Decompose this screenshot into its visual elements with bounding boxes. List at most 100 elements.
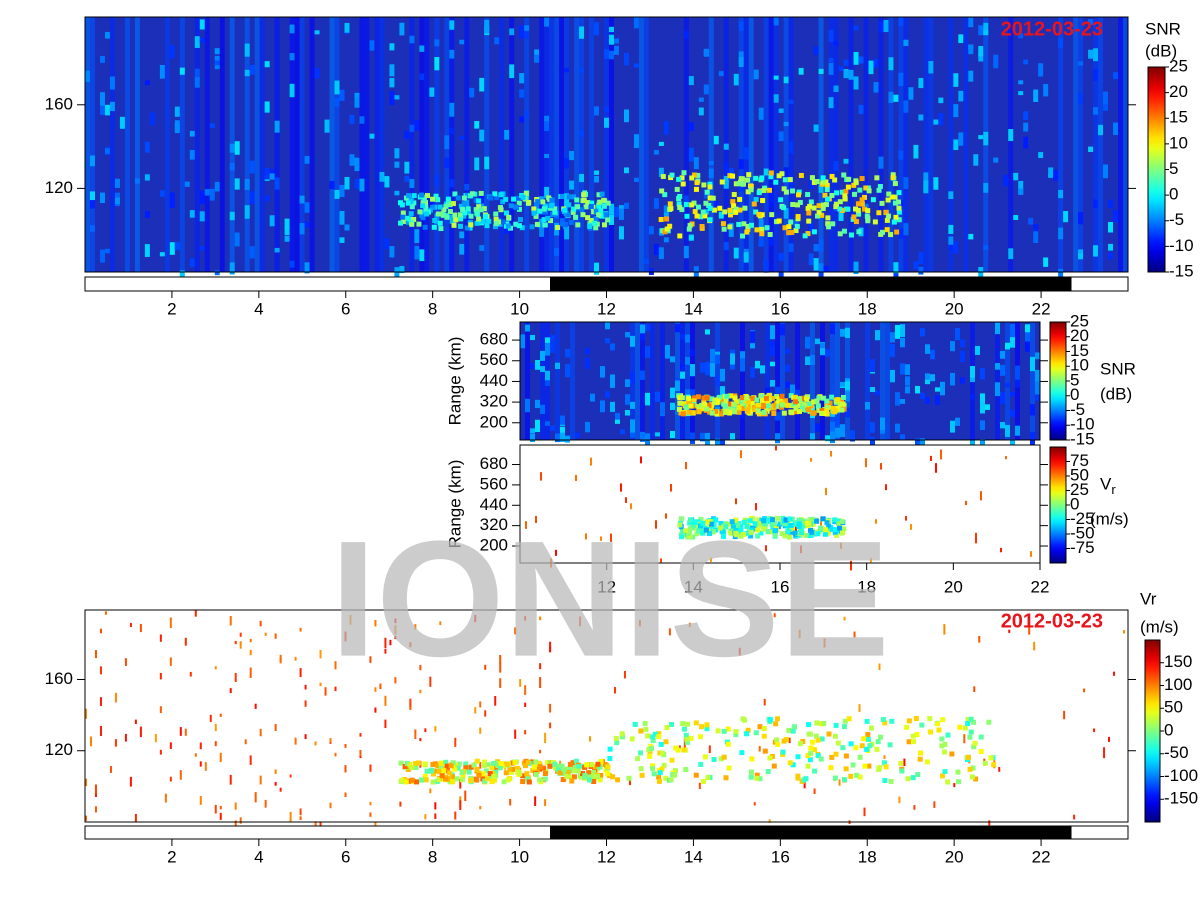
texture bbox=[736, 181, 742, 187]
texture bbox=[179, 727, 182, 736]
texture bbox=[767, 755, 773, 761]
texture bbox=[697, 734, 703, 740]
texture bbox=[800, 545, 802, 554]
texture bbox=[557, 770, 563, 776]
colorbar-tick-label: 100 bbox=[1164, 675, 1192, 694]
texture bbox=[524, 32, 530, 39]
texture bbox=[444, 763, 450, 769]
texture bbox=[398, 220, 404, 226]
texture bbox=[89, 17, 95, 272]
texture bbox=[645, 733, 651, 739]
y-axis-label: Range (km) bbox=[445, 460, 464, 549]
texture bbox=[758, 107, 764, 120]
texture bbox=[540, 472, 542, 481]
texture bbox=[459, 769, 465, 775]
texture bbox=[781, 186, 787, 192]
texture bbox=[892, 181, 898, 187]
texture bbox=[179, 270, 185, 281]
texture bbox=[531, 206, 537, 212]
texture bbox=[796, 524, 802, 530]
texture bbox=[549, 17, 555, 272]
texture bbox=[598, 772, 604, 778]
texture bbox=[259, 620, 262, 627]
texture bbox=[1035, 352, 1040, 360]
texture bbox=[688, 76, 694, 86]
texture bbox=[430, 196, 436, 202]
texture bbox=[683, 31, 689, 40]
texture bbox=[918, 114, 924, 121]
texture bbox=[514, 729, 517, 739]
texture bbox=[289, 53, 295, 61]
texture bbox=[471, 762, 477, 768]
texture bbox=[517, 771, 523, 777]
texture bbox=[772, 533, 778, 539]
texture bbox=[790, 188, 796, 194]
texture bbox=[823, 179, 829, 185]
texture bbox=[810, 322, 815, 440]
texture bbox=[928, 17, 934, 272]
texture bbox=[820, 516, 826, 522]
texture bbox=[613, 206, 619, 218]
texture bbox=[319, 682, 322, 687]
texture bbox=[856, 211, 862, 217]
texture bbox=[724, 393, 730, 399]
texture bbox=[803, 778, 806, 789]
texture bbox=[687, 409, 693, 415]
texture bbox=[710, 529, 716, 535]
texture bbox=[465, 206, 471, 212]
texture bbox=[414, 245, 420, 260]
texture bbox=[369, 40, 375, 51]
texture bbox=[500, 763, 506, 769]
texture bbox=[807, 757, 813, 763]
texture bbox=[783, 167, 789, 181]
texture bbox=[705, 362, 710, 376]
texture bbox=[244, 205, 250, 219]
texture bbox=[452, 762, 458, 768]
texture bbox=[605, 391, 610, 399]
texture bbox=[754, 775, 760, 781]
texture bbox=[818, 263, 824, 272]
texture bbox=[853, 631, 856, 638]
texture bbox=[910, 524, 912, 530]
texture bbox=[640, 322, 645, 440]
texture bbox=[780, 324, 785, 336]
colorbar-tick-label: -150 bbox=[1164, 789, 1198, 808]
texture bbox=[835, 414, 840, 426]
texture bbox=[939, 743, 945, 749]
texture bbox=[775, 741, 781, 747]
texture bbox=[680, 181, 686, 187]
texture bbox=[722, 401, 728, 407]
texture bbox=[537, 766, 543, 772]
texture bbox=[369, 801, 372, 806]
texture bbox=[711, 521, 717, 527]
texture bbox=[775, 412, 780, 421]
texture bbox=[823, 638, 826, 648]
texture bbox=[1003, 174, 1009, 187]
texture bbox=[687, 533, 693, 539]
texture bbox=[443, 203, 449, 209]
texture bbox=[435, 197, 441, 203]
texture bbox=[910, 739, 916, 745]
texture bbox=[720, 368, 725, 382]
texture bbox=[923, 180, 929, 193]
y-tick-label: 320 bbox=[480, 515, 508, 534]
texture bbox=[457, 223, 463, 229]
texture bbox=[430, 762, 436, 768]
texture bbox=[890, 332, 895, 343]
texture bbox=[855, 201, 861, 207]
texture bbox=[533, 772, 539, 778]
texture bbox=[688, 735, 694, 741]
texture bbox=[918, 266, 924, 275]
texture bbox=[214, 181, 220, 192]
texture bbox=[625, 332, 630, 338]
colorbar-label: Vr bbox=[1140, 589, 1157, 608]
texture bbox=[294, 17, 300, 272]
texture bbox=[545, 215, 551, 221]
texture bbox=[777, 521, 783, 527]
texture bbox=[438, 760, 444, 766]
texture bbox=[685, 322, 690, 440]
texture bbox=[234, 232, 240, 247]
texture bbox=[680, 371, 685, 379]
texture bbox=[659, 766, 665, 772]
